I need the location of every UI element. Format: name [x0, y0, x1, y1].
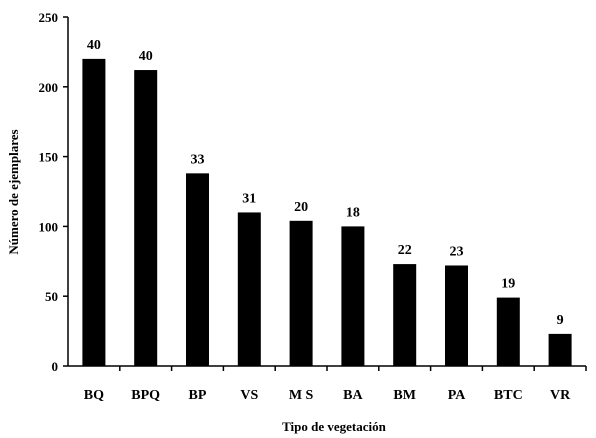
- x-tick-label: VR: [550, 388, 571, 403]
- data-label: 31: [242, 191, 256, 206]
- bar-ms: [289, 220, 313, 366]
- x-axis-title: Tipo de vegetación: [282, 419, 387, 434]
- y-tick-label: 250: [39, 10, 59, 25]
- bar-pa: [445, 265, 468, 366]
- y-ticks: 0 50 100 150 200 250: [39, 10, 68, 374]
- x-tick-label: BQ: [84, 388, 104, 403]
- data-label: 33: [191, 152, 205, 167]
- x-tick-labels: BQ BPQ BP VS M S BA BM PA BTC VR: [84, 366, 587, 403]
- bars: [82, 58, 572, 366]
- data-label: 9: [557, 313, 564, 328]
- data-labels: 40 40 33 31 20 18 22 23 19 9: [87, 38, 564, 328]
- x-tick-label: PA: [448, 388, 467, 403]
- y-tick-label: 150: [39, 150, 59, 165]
- y-tick-label: 50: [45, 289, 58, 304]
- bar-bp: [186, 173, 209, 366]
- bar-vr: [548, 333, 572, 366]
- data-label: 22: [398, 243, 412, 258]
- data-label: 40: [87, 38, 101, 53]
- x-tick-label: BP: [189, 388, 207, 403]
- x-tick-label: BM: [393, 388, 416, 403]
- x-tick-label: BA: [343, 388, 363, 403]
- x-tick-label: VS: [240, 388, 258, 403]
- bar-btc: [496, 297, 520, 366]
- data-label: 23: [450, 244, 464, 259]
- bar-bq: [82, 58, 106, 366]
- y-axis-title: Número de ejemplares: [6, 129, 21, 254]
- data-label: 40: [139, 49, 153, 64]
- y-tick-label: 200: [39, 80, 59, 95]
- x-tick-label: BPQ: [131, 388, 160, 403]
- data-label: 19: [501, 277, 515, 292]
- bar-vs: [237, 212, 261, 366]
- data-label: 20: [294, 200, 308, 215]
- bar-bm: [393, 264, 417, 366]
- y-tick-label: 100: [39, 219, 59, 234]
- y-tick-label: 0: [52, 359, 59, 374]
- x-tick-label: BTC: [494, 388, 523, 403]
- bar-bpq: [134, 70, 158, 366]
- bar-ba: [341, 226, 365, 366]
- data-label: 18: [346, 205, 360, 220]
- x-tick-label: M S: [289, 388, 314, 403]
